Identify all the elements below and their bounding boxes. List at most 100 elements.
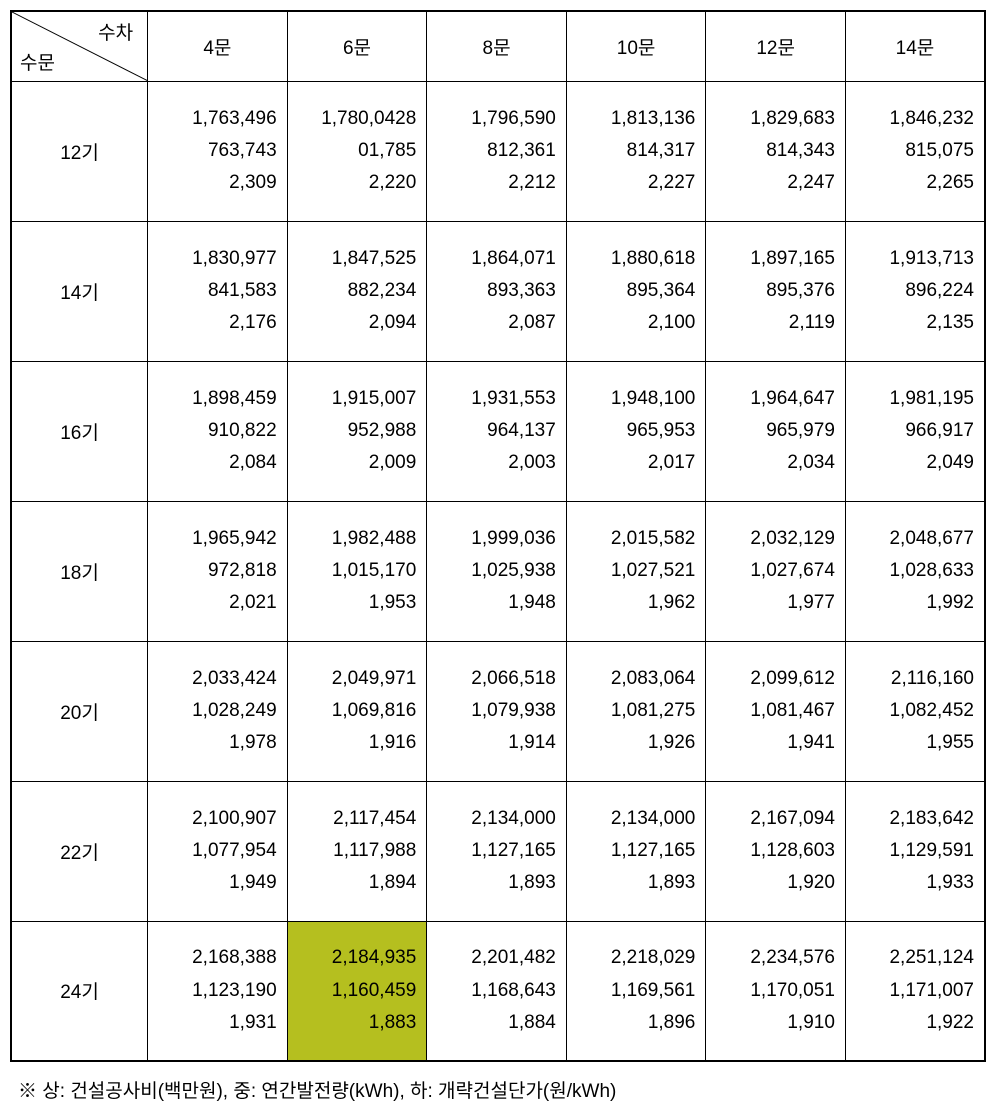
cell-value: 2,119 (712, 307, 835, 339)
data-cell: 2,100,9071,077,9541,949 (148, 781, 288, 921)
cell-value: 1,955 (852, 727, 974, 759)
cell-value: 2,100,907 (154, 803, 277, 835)
cell-value: 2,032,129 (712, 523, 835, 555)
cell-value: 972,818 (154, 555, 277, 587)
data-cell: 1,796,590812,3612,212 (427, 81, 567, 221)
cell-value: 1,028,633 (852, 555, 974, 587)
table-row: 16기1,898,459910,8222,0841,915,007952,988… (11, 361, 985, 501)
data-cell: 2,033,4241,028,2491,978 (148, 641, 288, 781)
diagonal-bottom-label: 수문 (20, 48, 55, 75)
data-cell: 1,981,195966,9172,049 (845, 361, 985, 501)
data-cell: 1,780,042801,7852,220 (287, 81, 427, 221)
cell-value: 1,796,590 (433, 103, 556, 135)
data-cell: 2,234,5761,170,0511,910 (706, 921, 846, 1061)
data-cell: 1,880,618895,3642,100 (566, 221, 706, 361)
cell-value: 1,160,459 (294, 975, 417, 1007)
cell-value: 1,015,170 (294, 555, 417, 587)
cell-value: 2,218,029 (573, 942, 696, 974)
row-header: 20기 (11, 641, 148, 781)
column-header: 8문 (427, 11, 567, 81)
cell-value: 1,931 (154, 1007, 277, 1039)
cell-value: 2,066,518 (433, 663, 556, 695)
data-cell: 2,066,5181,079,9381,914 (427, 641, 567, 781)
table-row: 12기1,763,496763,7432,3091,780,042801,785… (11, 81, 985, 221)
cell-value: 814,317 (573, 135, 696, 167)
cell-value: 910,822 (154, 415, 277, 447)
cell-value: 952,988 (294, 415, 417, 447)
cell-value: 2,212 (433, 167, 556, 199)
cell-value: 2,048,677 (852, 523, 974, 555)
cell-value: 1,999,036 (433, 523, 556, 555)
cell-value: 966,917 (852, 415, 974, 447)
cell-value: 1,913,713 (852, 243, 974, 275)
cell-value: 2,220 (294, 167, 417, 199)
cell-value: 841,583 (154, 275, 277, 307)
cell-value: 1,965,942 (154, 523, 277, 555)
cell-value: 2,234,576 (712, 942, 835, 974)
cell-value: 2,116,160 (852, 663, 974, 695)
cell-value: 2,099,612 (712, 663, 835, 695)
cell-value: 1,123,190 (154, 975, 277, 1007)
cell-value: 893,363 (433, 275, 556, 307)
cell-value: 1,763,496 (154, 103, 277, 135)
cell-value: 1,117,988 (294, 835, 417, 867)
cell-value: 2,049 (852, 447, 974, 479)
data-cell: 2,015,5821,027,5211,962 (566, 501, 706, 641)
data-cell: 2,117,4541,117,9881,894 (287, 781, 427, 921)
cell-value: 2,017 (573, 447, 696, 479)
cell-value: 1,025,938 (433, 555, 556, 587)
cell-value: 1,931,553 (433, 383, 556, 415)
cell-value: 1,813,136 (573, 103, 696, 135)
data-cell: 1,830,977841,5832,176 (148, 221, 288, 361)
cell-value: 965,979 (712, 415, 835, 447)
cell-value: 1,081,467 (712, 695, 835, 727)
cell-value: 1,978 (154, 727, 277, 759)
cell-value: 1,933 (852, 867, 974, 899)
cell-value: 2,100 (573, 307, 696, 339)
cell-value: 2,201,482 (433, 942, 556, 974)
table-container: 수차 수문 4문 6문 8문 10문 12문 14문 12기1,763,4967… (10, 10, 986, 1103)
data-cell: 2,134,0001,127,1651,893 (566, 781, 706, 921)
data-cell: 2,218,0291,169,5611,896 (566, 921, 706, 1061)
cell-value: 1,169,561 (573, 975, 696, 1007)
cell-value: 2,134,000 (573, 803, 696, 835)
table-row: 14기1,830,977841,5832,1761,847,525882,234… (11, 221, 985, 361)
cell-value: 2,034 (712, 447, 835, 479)
cell-value: 2,015,582 (573, 523, 696, 555)
data-cell: 2,048,6771,028,6331,992 (845, 501, 985, 641)
cell-value: 1,941 (712, 727, 835, 759)
cell-value: 895,364 (573, 275, 696, 307)
cell-value: 964,137 (433, 415, 556, 447)
cell-value: 2,009 (294, 447, 417, 479)
cell-value: 1,880,618 (573, 243, 696, 275)
table-row: 24기2,168,3881,123,1901,9312,184,9351,160… (11, 921, 985, 1061)
data-cell: 1,999,0361,025,9381,948 (427, 501, 567, 641)
row-header: 16기 (11, 361, 148, 501)
data-cell: 1,948,100965,9532,017 (566, 361, 706, 501)
cell-value: 1,981,195 (852, 383, 974, 415)
cell-value: 1,069,816 (294, 695, 417, 727)
cell-value: 1,922 (852, 1007, 974, 1039)
cell-value: 1,926 (573, 727, 696, 759)
cell-value: 1,916 (294, 727, 417, 759)
cell-value: 1,953 (294, 587, 417, 619)
cell-value: 2,309 (154, 167, 277, 199)
cell-value: 01,785 (294, 135, 417, 167)
column-header: 6문 (287, 11, 427, 81)
cell-value: 2,117,454 (294, 803, 417, 835)
cell-value: 1,915,007 (294, 383, 417, 415)
data-cell: 2,168,3881,123,1901,931 (148, 921, 288, 1061)
data-cell: 1,931,553964,1372,003 (427, 361, 567, 501)
cell-value: 1,883 (294, 1007, 417, 1039)
data-cell: 1,813,136814,3172,227 (566, 81, 706, 221)
cell-value: 2,083,064 (573, 663, 696, 695)
cell-value: 1,894 (294, 867, 417, 899)
cell-value: 2,247 (712, 167, 835, 199)
cell-value: 1,982,488 (294, 523, 417, 555)
data-cell: 1,763,496763,7432,309 (148, 81, 288, 221)
cell-value: 1,079,938 (433, 695, 556, 727)
cell-value: 2,251,124 (852, 942, 974, 974)
cell-value: 1,992 (852, 587, 974, 619)
cell-value: 2,134,000 (433, 803, 556, 835)
row-header: 24기 (11, 921, 148, 1061)
